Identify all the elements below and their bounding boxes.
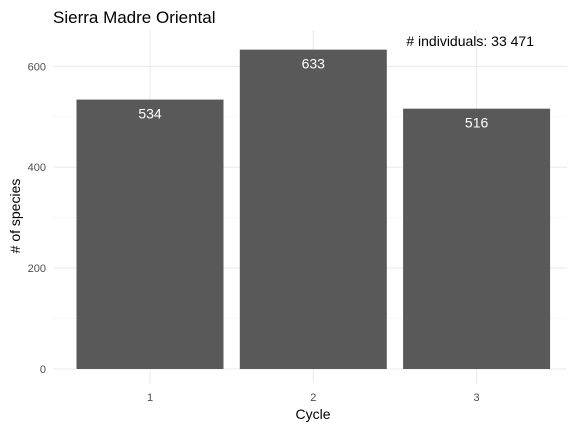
y-tick-label-600: 600 xyxy=(28,61,46,73)
bar-label-cycle-2: 633 xyxy=(302,56,326,72)
y-tick-label-400: 400 xyxy=(28,162,46,174)
x-axis-title: Cycle xyxy=(295,406,330,422)
bar-label-cycle-3: 516 xyxy=(465,115,489,131)
x-tick-label-2: 2 xyxy=(310,392,316,404)
y-tick-label-0: 0 xyxy=(40,364,46,376)
bar-cycle-3 xyxy=(403,108,551,369)
y-tick-label-200: 200 xyxy=(28,263,46,275)
x-tick-label-3: 3 xyxy=(474,392,480,404)
y-axis-ticks: 0 200 400 600 xyxy=(28,61,46,376)
bar-cycle-1 xyxy=(76,99,224,370)
individuals-annotation: # individuals: 33 471 xyxy=(406,33,534,49)
bar-label-cycle-1: 534 xyxy=(138,106,162,122)
bars xyxy=(76,49,551,370)
x-tick-label-1: 1 xyxy=(147,392,153,404)
x-axis-ticks: 1 2 3 xyxy=(147,392,480,404)
bar-cycle-2 xyxy=(239,49,387,370)
y-axis-title: # of species xyxy=(7,179,23,254)
bar-value-labels: 534 633 516 xyxy=(138,56,488,131)
chart-title: Sierra Madre Oriental xyxy=(53,8,216,27)
